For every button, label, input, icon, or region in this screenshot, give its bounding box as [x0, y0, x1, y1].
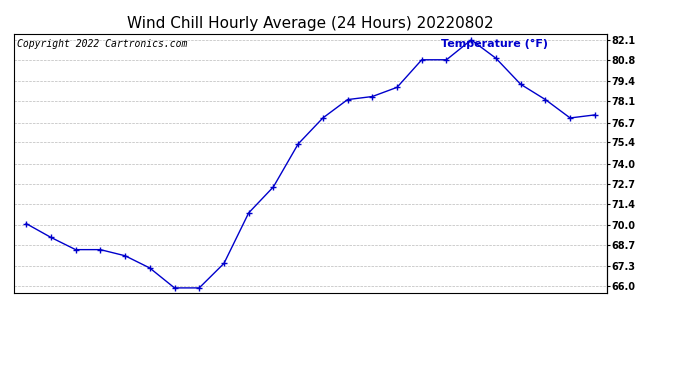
Text: Temperature (°F): Temperature (°F) — [441, 39, 548, 49]
Title: Wind Chill Hourly Average (24 Hours) 20220802: Wind Chill Hourly Average (24 Hours) 202… — [127, 16, 494, 31]
Text: Copyright 2022 Cartronics.com: Copyright 2022 Cartronics.com — [17, 39, 187, 49]
